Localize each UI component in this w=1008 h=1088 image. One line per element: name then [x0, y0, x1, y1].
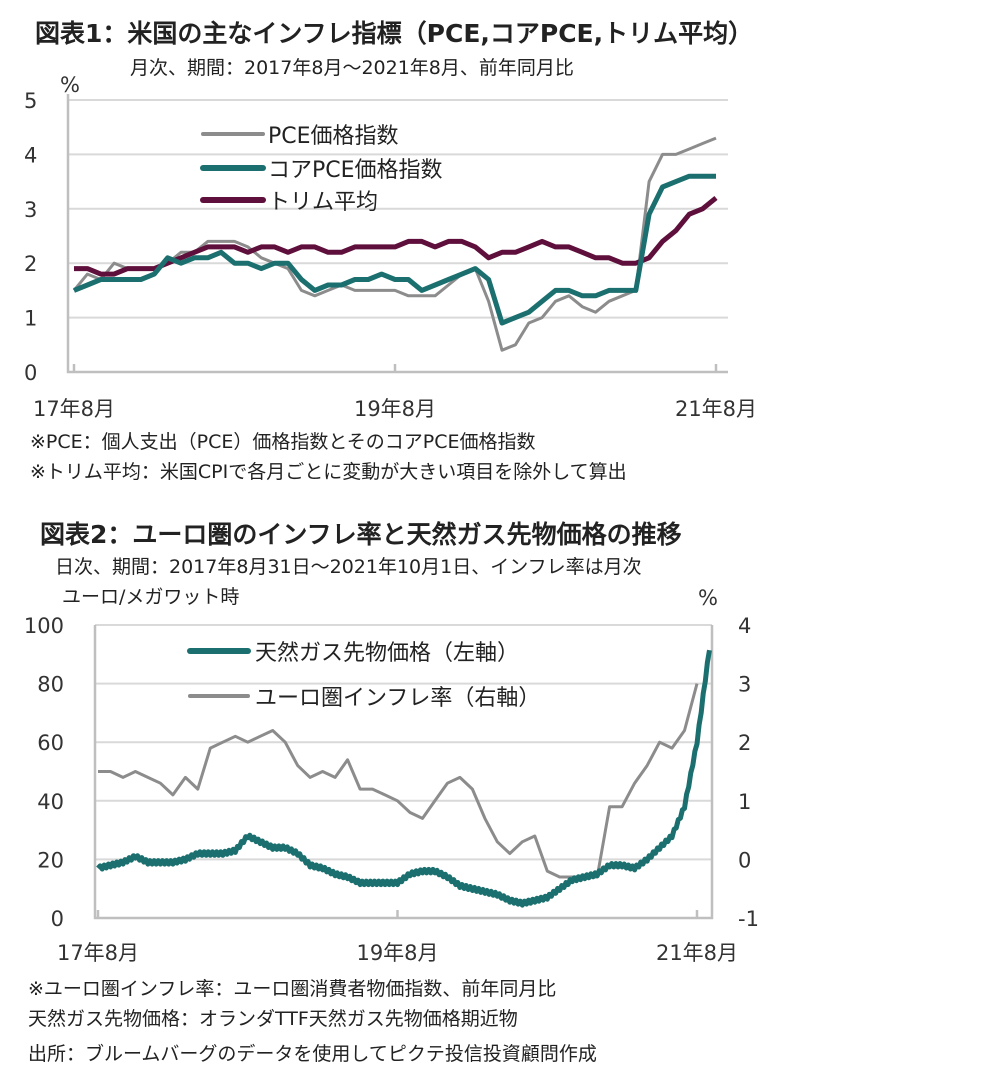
legend-label: コアPCE価格指数	[268, 158, 443, 183]
chart1-note-1: ※PCE：個人支出（PCE）価格指数とそのコアPCE価格指数	[30, 431, 536, 453]
pce-line	[72, 136, 717, 352]
natural-gas-futures-line	[96, 649, 712, 908]
right-y-tick-label: -1	[738, 907, 759, 931]
chart2-title: 図表2：ユーロ圏のインフレ率と天然ガス先物価格の推移	[40, 520, 682, 549]
right-y-tick-label: 1	[738, 790, 751, 814]
left-y-tick-label: 80	[37, 673, 64, 697]
x-tick-label: 17年8月	[57, 941, 139, 965]
legend-label: PCE価格指数	[268, 124, 399, 149]
legend-label: 天然ガス先物価格（左軸）	[255, 641, 519, 666]
core-pce-line	[73, 173, 716, 326]
x-tick-label: 21年8月	[675, 397, 757, 421]
left-y-tick-label: 0	[51, 907, 64, 931]
y-tick-label: 1	[24, 307, 37, 331]
chart2-subtitle: 日次、期間：2017年8月31日～2021年10月1日、インフレ率は月次	[55, 556, 642, 578]
x-tick-label: 21年8月	[656, 941, 738, 965]
eurozone-inflation-line	[98, 683, 699, 879]
chart2-source: 出所：ブルームバーグのデータを使用してピクテ投信投資顧問作成	[28, 1042, 597, 1065]
y-tick-label: 3	[24, 198, 37, 222]
trim-mean-line	[74, 195, 718, 277]
y-tick-label: 2	[24, 252, 37, 276]
x-tick-label: 19年8月	[354, 397, 436, 421]
chart1-y-unit: %	[60, 73, 80, 97]
x-tick-label: 19年8月	[356, 941, 438, 965]
x-tick-label: 17年8月	[33, 397, 115, 421]
legend-label: ユーロ圏インフレ率（右軸）	[255, 686, 540, 711]
right-y-tick-label: 0	[738, 848, 751, 872]
left-y-tick-label: 60	[37, 731, 64, 755]
axis	[93, 625, 714, 920]
y-tick-label: 5	[24, 89, 37, 113]
left-y-tick-label: 100	[24, 614, 64, 638]
left-y-tick-label: 20	[37, 848, 64, 872]
chart2-left-axis-unit: ユーロ/メガワット時	[62, 586, 239, 608]
chart1-title: 図表1：米国の主なインフレ指標（PCE,コアPCE,トリム平均）	[35, 19, 753, 48]
y-tick-label: 0	[24, 361, 37, 385]
y-tick-label: 4	[24, 143, 37, 167]
chart1-subtitle: 月次、期間：2017年8月～2021年8月、前年同月比	[130, 57, 574, 79]
chart1-note-2: ※トリム平均：米国CPIで各月ごとに変動が大きい項目を除外して算出	[30, 461, 627, 483]
axis	[66, 94, 728, 374]
chart2-right-axis-unit: %	[698, 586, 718, 610]
right-y-tick-label: 4	[738, 614, 751, 638]
chart2-note-1: ※ユーロ圏インフレ率：ユーロ圏消費者物価指数、前年同月比	[28, 978, 556, 1000]
right-y-tick-label: 3	[738, 673, 751, 697]
chart2-note-2: 天然ガス先物価格：オランダTTF天然ガス先物価格期近物	[28, 1008, 518, 1030]
left-y-tick-label: 40	[37, 790, 64, 814]
right-y-tick-label: 2	[738, 731, 751, 755]
legend-label: トリム平均	[268, 190, 378, 215]
